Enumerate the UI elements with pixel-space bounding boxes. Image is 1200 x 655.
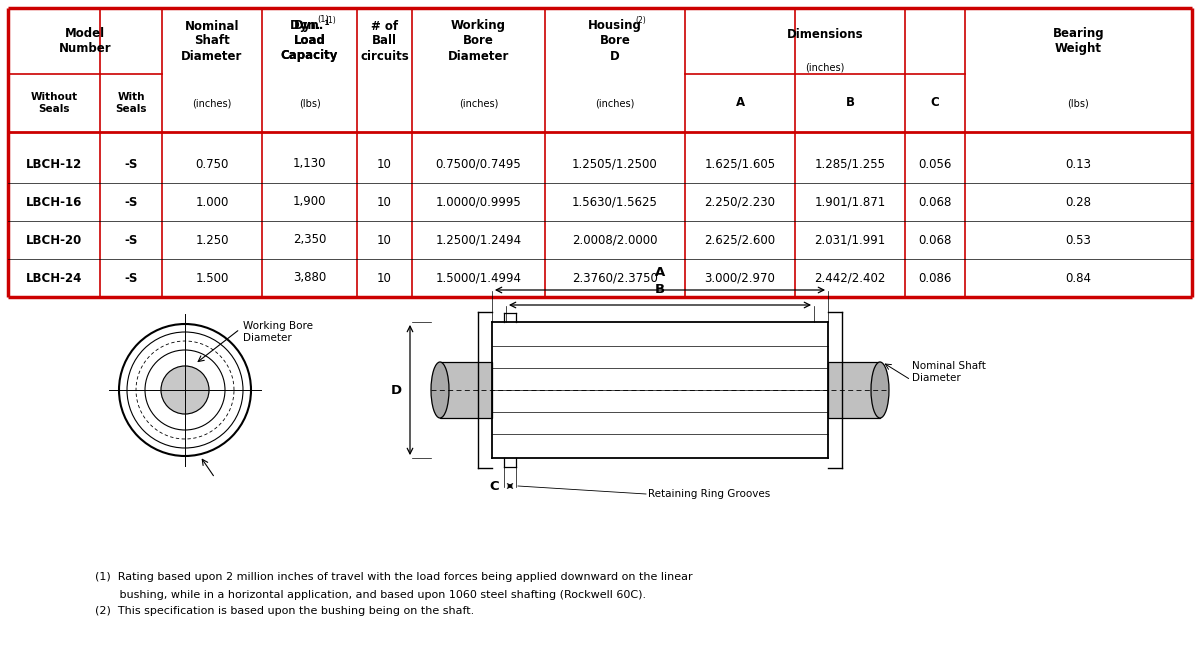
Text: Nominal
Shaft
Diameter: Nominal Shaft Diameter	[181, 20, 242, 62]
Text: 1.000: 1.000	[196, 195, 229, 208]
Text: 2.0008/2.0000: 2.0008/2.0000	[572, 233, 658, 246]
Text: D: D	[391, 383, 402, 396]
Text: 1.5000/1.4994: 1.5000/1.4994	[436, 272, 522, 284]
Text: 1.285/1.255: 1.285/1.255	[815, 157, 886, 170]
Text: LBCH-12: LBCH-12	[26, 157, 82, 170]
Text: LBCH-20: LBCH-20	[26, 233, 82, 246]
Text: 3,880: 3,880	[293, 272, 326, 284]
Text: 10: 10	[377, 272, 392, 284]
Text: Dyn.
Load
Capacity: Dyn. Load Capacity	[281, 20, 338, 62]
Text: A: A	[655, 266, 665, 279]
Text: (2)  This specification is based upon the bushing being on the shaft.: (2) This specification is based upon the…	[95, 606, 474, 616]
Text: 1.250: 1.250	[196, 233, 229, 246]
Text: Model
Number: Model Number	[59, 27, 112, 55]
Text: (2): (2)	[635, 16, 646, 26]
Text: -S: -S	[125, 195, 138, 208]
Text: (inches): (inches)	[192, 98, 232, 108]
Text: (inches): (inches)	[805, 62, 845, 72]
Text: 2.625/2.600: 2.625/2.600	[704, 233, 775, 246]
Text: 10: 10	[377, 195, 392, 208]
Text: Working Bore
Diameter: Working Bore Diameter	[242, 321, 313, 343]
Ellipse shape	[431, 362, 449, 418]
Text: Nominal Shaft
Diameter: Nominal Shaft Diameter	[912, 361, 986, 383]
Polygon shape	[440, 362, 492, 418]
Text: 10: 10	[377, 157, 392, 170]
Text: LBCH-16: LBCH-16	[26, 195, 82, 208]
Text: Dyn. ¹
Load
Capacity: Dyn. ¹ Load Capacity	[281, 20, 338, 62]
Text: 0.13: 0.13	[1066, 157, 1092, 170]
Text: (lbs): (lbs)	[1068, 98, 1090, 108]
Text: 1.5630/1.5625: 1.5630/1.5625	[572, 195, 658, 208]
Text: 0.750: 0.750	[196, 157, 229, 170]
Text: 10: 10	[377, 233, 392, 246]
Circle shape	[161, 366, 209, 414]
Text: 1.2505/1.2500: 1.2505/1.2500	[572, 157, 658, 170]
Text: (inches): (inches)	[595, 98, 635, 108]
Text: 2.031/1.991: 2.031/1.991	[815, 233, 886, 246]
Text: A: A	[736, 96, 744, 109]
Text: bushing, while in a horizontal application, and based upon 1060 steel shafting (: bushing, while in a horizontal applicati…	[95, 590, 646, 600]
Text: 0.53: 0.53	[1066, 233, 1092, 246]
Ellipse shape	[871, 362, 889, 418]
Text: Without
Seals: Without Seals	[30, 92, 78, 114]
Text: 1.901/1.871: 1.901/1.871	[815, 195, 886, 208]
Text: 1,900: 1,900	[293, 195, 326, 208]
Text: -S: -S	[125, 272, 138, 284]
Polygon shape	[828, 362, 880, 418]
Text: C: C	[490, 479, 499, 493]
Text: 2.442/2.402: 2.442/2.402	[815, 272, 886, 284]
Text: 1,130: 1,130	[293, 157, 326, 170]
Text: 1.500: 1.500	[196, 272, 229, 284]
Text: 2.250/2.230: 2.250/2.230	[704, 195, 775, 208]
Text: Working
Bore
Diameter: Working Bore Diameter	[448, 20, 509, 62]
Text: (1): (1)	[325, 16, 336, 26]
Text: 0.068: 0.068	[918, 233, 952, 246]
Text: Bearing
Weight: Bearing Weight	[1052, 27, 1104, 55]
Text: B: B	[655, 283, 665, 296]
Text: (inches): (inches)	[458, 98, 498, 108]
Text: B: B	[846, 96, 854, 109]
Text: -S: -S	[125, 157, 138, 170]
Text: With
Seals: With Seals	[115, 92, 146, 114]
Text: 3.000/2.970: 3.000/2.970	[704, 272, 775, 284]
Text: 0.7500/0.7495: 0.7500/0.7495	[436, 157, 521, 170]
Text: 0.84: 0.84	[1066, 272, 1092, 284]
Text: 1.2500/1.2494: 1.2500/1.2494	[436, 233, 522, 246]
Text: LBCH-24: LBCH-24	[26, 272, 82, 284]
Text: 0.068: 0.068	[918, 195, 952, 208]
Text: 2.3760/2.3750: 2.3760/2.3750	[572, 272, 658, 284]
Text: (1)  Rating based upon 2 million inches of travel with the load forces being app: (1) Rating based upon 2 million inches o…	[95, 572, 692, 582]
Text: 0.056: 0.056	[918, 157, 952, 170]
Text: 1.625/1.605: 1.625/1.605	[704, 157, 775, 170]
Text: 0.086: 0.086	[918, 272, 952, 284]
Text: Housing
Bore
D: Housing Bore D	[588, 20, 642, 62]
Text: 0.28: 0.28	[1066, 195, 1092, 208]
Text: (lbs): (lbs)	[299, 98, 320, 108]
Text: (1): (1)	[318, 15, 329, 24]
Text: Dimensions: Dimensions	[787, 28, 863, 41]
Text: C: C	[931, 96, 940, 109]
Text: # of
Ball
circuits: # of Ball circuits	[360, 20, 409, 62]
Text: -S: -S	[125, 233, 138, 246]
Text: 1.0000/0.9995: 1.0000/0.9995	[436, 195, 521, 208]
Text: Retaining Ring Grooves: Retaining Ring Grooves	[648, 489, 770, 499]
Text: 2,350: 2,350	[293, 233, 326, 246]
